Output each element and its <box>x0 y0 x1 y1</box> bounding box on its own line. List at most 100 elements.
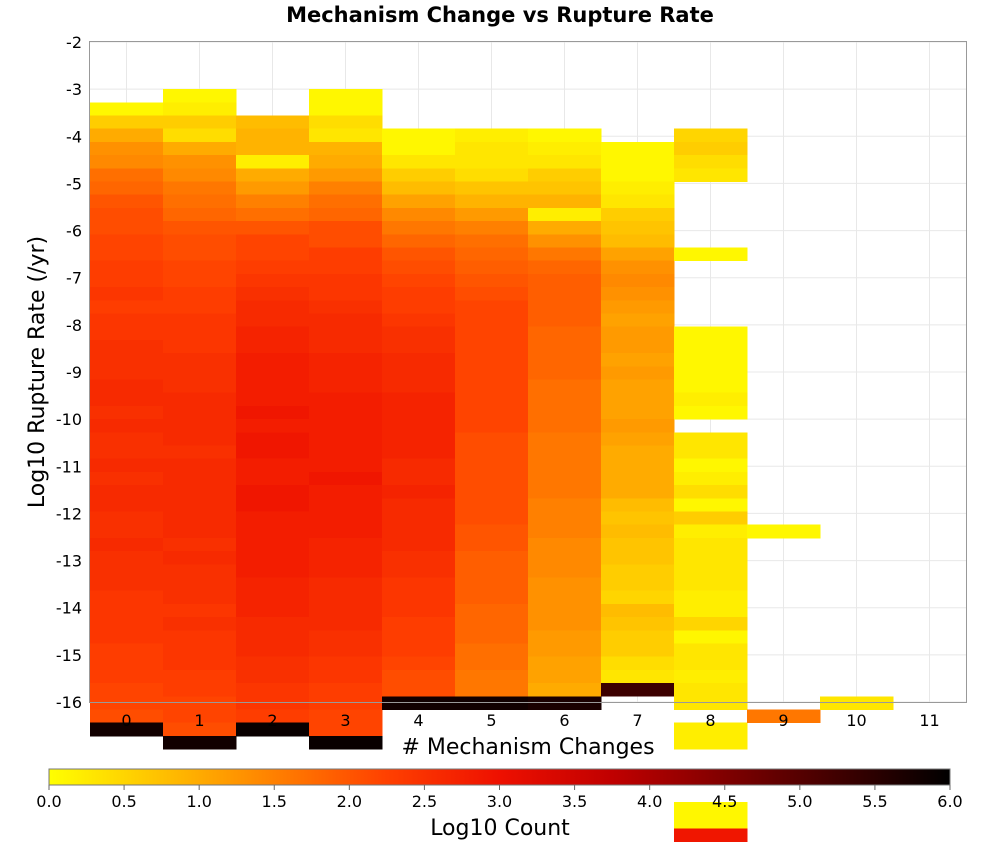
heatmap-cell <box>90 722 164 737</box>
heatmap-cell <box>163 735 237 750</box>
colorbar-tick-label: 6.0 <box>937 792 962 811</box>
heatmap-cell <box>455 511 529 526</box>
heatmap-cell <box>674 801 748 816</box>
heatmap-cell <box>674 643 748 658</box>
heatmap-cell <box>236 339 310 354</box>
heatmap-cell <box>528 419 602 433</box>
heatmap-cell <box>90 511 164 526</box>
heatmap-cell <box>163 260 237 275</box>
heatmap-cell <box>309 392 383 407</box>
heatmap-cell <box>528 405 602 420</box>
heatmap-cell <box>163 273 237 288</box>
heatmap-cell <box>455 630 529 644</box>
heatmap-cell <box>674 128 748 143</box>
heatmap-cell <box>455 234 529 248</box>
colorbar-tick-label: 2.0 <box>337 792 362 811</box>
heatmap-cell <box>382 260 456 275</box>
heatmap-cell <box>455 181 529 196</box>
heatmap-cell <box>163 617 237 631</box>
y-tick-label: -14 <box>56 599 82 618</box>
heatmap-cell <box>455 326 529 341</box>
heatmap-cell <box>382 141 456 156</box>
heatmap-cell <box>674 471 748 486</box>
plot-frame <box>89 41 967 703</box>
heatmap-cell <box>163 247 237 262</box>
heatmap-cell <box>163 551 237 565</box>
heatmap-cell <box>309 273 383 288</box>
heatmap-cell <box>236 419 310 433</box>
heatmap-cell <box>236 141 310 156</box>
heatmap-cell <box>455 419 529 433</box>
heatmap-cell <box>601 313 675 328</box>
heatmap-cell <box>236 181 310 196</box>
heatmap-cell <box>163 155 237 169</box>
colorbar <box>48 768 951 786</box>
heatmap-cell <box>236 155 310 169</box>
heatmap-cell <box>382 379 456 394</box>
heatmap-cell <box>382 168 456 182</box>
heatmap-cell <box>382 419 456 433</box>
heatmap-cell <box>601 392 675 407</box>
y-tick-label: -15 <box>56 646 82 665</box>
x-tick-label: 3 <box>340 711 350 730</box>
heatmap-cell <box>528 485 602 499</box>
heatmap-cell <box>90 313 164 328</box>
heatmap-cell <box>163 564 237 578</box>
colorbar-tick-label: 3.5 <box>562 792 587 811</box>
heatmap-cell <box>382 300 456 314</box>
x-tick-label: 7 <box>632 711 642 730</box>
heatmap-cell <box>309 326 383 341</box>
heatmap-cell <box>90 168 164 182</box>
heatmap-cell <box>455 287 529 301</box>
heatmap-cell <box>90 128 164 143</box>
heatmap-cell <box>163 392 237 407</box>
heatmap-cell <box>163 498 237 512</box>
heatmap-cell <box>90 234 164 248</box>
heatmap-cell <box>601 221 675 235</box>
heatmap-cell <box>455 392 529 407</box>
heatmap-cell <box>236 537 310 552</box>
heatmap-cell <box>601 181 675 196</box>
heatmap-cell <box>382 590 456 605</box>
heatmap-cell <box>455 300 529 314</box>
heatmap-cell <box>163 524 237 539</box>
heatmap-cell <box>382 234 456 248</box>
y-tick-label: -7 <box>66 269 82 288</box>
heatmap-cell <box>674 326 748 341</box>
heatmap-cell <box>528 590 602 605</box>
heatmap-cell <box>163 379 237 394</box>
heatmap-cell <box>90 141 164 156</box>
heatmap-cell <box>382 194 456 209</box>
x-tick-label: 8 <box>705 711 715 730</box>
heatmap-cell <box>382 564 456 578</box>
heatmap-cell <box>309 247 383 262</box>
heatmap-cell <box>528 643 602 658</box>
heatmap-cell <box>455 485 529 499</box>
heatmap-cell <box>309 379 383 394</box>
heatmap-cell <box>309 339 383 354</box>
heatmap-cell <box>601 419 675 433</box>
heatmap-cell <box>382 656 456 671</box>
heatmap-cell <box>382 313 456 328</box>
heatmap-cell <box>382 696 456 710</box>
y-tick-label: -10 <box>56 410 82 429</box>
heatmap-cell <box>382 537 456 552</box>
heatmap-cell <box>163 445 237 460</box>
heatmap-cell <box>455 524 529 539</box>
heatmap-cell <box>601 260 675 275</box>
heatmap-cell <box>601 630 675 644</box>
heatmap-cell <box>90 630 164 644</box>
heatmap-cell <box>674 458 748 473</box>
heatmap-cell <box>309 643 383 658</box>
heatmap-cell <box>236 458 310 473</box>
heatmap-cell <box>601 656 675 671</box>
heatmap-cell <box>382 458 456 473</box>
x-tick-label: 0 <box>121 711 131 730</box>
heatmap-cell <box>674 485 748 499</box>
heatmap-cell <box>455 379 529 394</box>
heatmap-cell <box>309 89 383 103</box>
heatmap-cell <box>674 828 748 842</box>
heatmap-cell <box>90 287 164 301</box>
heatmap-cell <box>309 656 383 671</box>
heatmap-cell <box>163 181 237 196</box>
